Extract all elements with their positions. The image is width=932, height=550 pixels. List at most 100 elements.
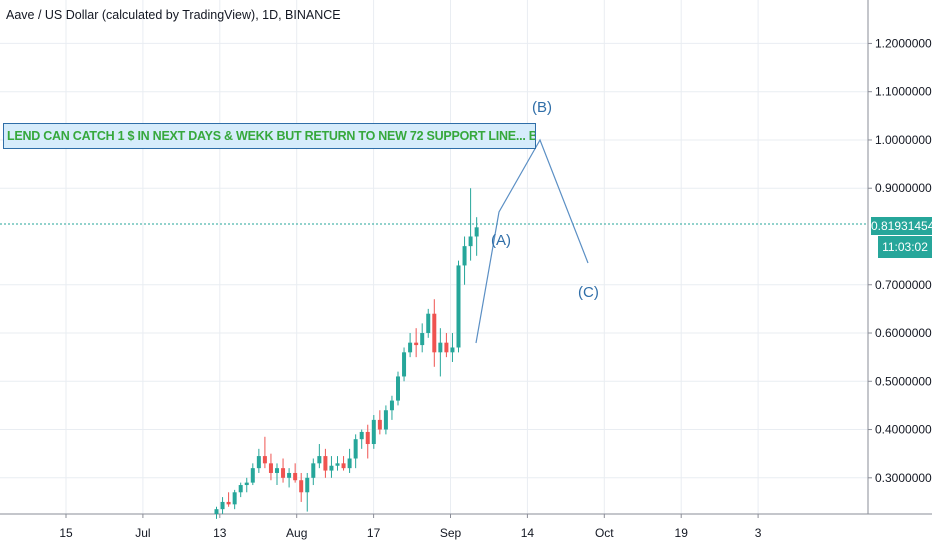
candle-body — [262, 456, 267, 464]
candle-body — [281, 468, 286, 478]
x-tick-label: Aug — [286, 526, 307, 540]
candle-body — [214, 509, 219, 514]
candle-body — [420, 333, 425, 346]
candle — [426, 308, 431, 338]
x-tick-label: Oct — [595, 526, 614, 540]
candle-body — [329, 465, 334, 471]
candle-body — [462, 246, 467, 266]
candle — [377, 410, 382, 435]
countdown-tag: 11:03:02 — [878, 236, 932, 258]
candle-body — [220, 501, 225, 510]
y-tick-label: 0.30000000 — [875, 471, 932, 485]
candle-body — [365, 431, 370, 445]
candle-body — [383, 410, 388, 430]
candle — [335, 456, 340, 471]
x-tick-label: 3 — [755, 526, 762, 540]
last-price-tag: 0.81931454 — [871, 217, 932, 235]
candle — [432, 299, 437, 367]
wave-label-c: (C) — [578, 284, 599, 301]
candle-body — [317, 456, 322, 464]
candle — [365, 424, 370, 459]
candle — [323, 448, 328, 478]
candle — [256, 448, 261, 473]
candle-body — [444, 342, 449, 353]
candle-body — [323, 456, 328, 471]
x-axis: 15 Jul 13 Aug 17 Sep 14 Oct 19 3 — [0, 513, 932, 540]
candle-body — [232, 492, 237, 505]
candle — [275, 463, 279, 486]
candle-body — [353, 439, 358, 459]
candle — [408, 333, 413, 358]
candle-body — [438, 342, 443, 353]
candle-body — [432, 313, 437, 353]
candle-body — [347, 458, 352, 469]
candle-body — [456, 265, 461, 348]
candle — [317, 444, 322, 469]
candle — [450, 333, 455, 362]
candle-body — [341, 463, 346, 469]
symbol-title: Aave / US Dollar (calculated by TradingV… — [6, 8, 341, 22]
candle — [347, 448, 352, 473]
candle-body — [474, 227, 479, 237]
candle — [414, 328, 419, 358]
x-tick-label: 13 — [213, 526, 227, 540]
candle — [389, 395, 394, 420]
candle — [420, 323, 425, 353]
candle-body — [402, 352, 407, 377]
x-tick-label: Sep — [440, 526, 462, 540]
candle — [396, 371, 400, 406]
candle — [329, 456, 334, 478]
candle — [311, 458, 316, 486]
candle — [371, 415, 376, 449]
candle-body — [408, 342, 413, 353]
candle-body — [311, 463, 316, 478]
candle-body — [335, 463, 340, 466]
candle-body — [293, 472, 298, 481]
candle-body — [468, 236, 473, 247]
candle — [462, 236, 467, 285]
candle — [244, 477, 249, 493]
candle-body — [359, 431, 364, 440]
candle — [359, 429, 364, 449]
annotation-note[interactable]: LEND CAN CATCH 1 $ IN NEXT DAYS & WEKK B… — [3, 123, 536, 149]
candle-body — [268, 463, 273, 473]
candle — [444, 333, 449, 358]
candles — [214, 188, 479, 519]
x-tick-label: 17 — [367, 526, 381, 540]
x-tick-label: 14 — [521, 526, 535, 540]
x-tick-label: Jul — [135, 526, 150, 540]
wave-drawing[interactable] — [475, 138, 589, 344]
candle — [226, 492, 231, 507]
candle-body — [250, 468, 255, 483]
candle — [438, 328, 443, 377]
candle — [468, 188, 473, 261]
candle-body — [238, 485, 243, 493]
candle-body — [244, 482, 249, 486]
candle-body — [371, 419, 376, 445]
y-tick-label: 1.10000000 — [875, 85, 932, 99]
candle — [268, 453, 273, 481]
candle-body — [226, 501, 231, 505]
candle — [474, 217, 479, 256]
candle — [281, 458, 286, 483]
candle — [238, 482, 243, 498]
candle-body — [287, 472, 292, 478]
candle — [220, 497, 225, 514]
candle-body — [414, 342, 419, 346]
candle — [402, 347, 407, 382]
candle — [287, 468, 292, 488]
candle — [353, 434, 358, 469]
candle-body — [256, 456, 261, 469]
candle — [262, 436, 267, 469]
candle — [214, 506, 219, 519]
candle — [232, 489, 237, 510]
chart-grid — [0, 0, 868, 514]
candle-body — [450, 347, 455, 353]
